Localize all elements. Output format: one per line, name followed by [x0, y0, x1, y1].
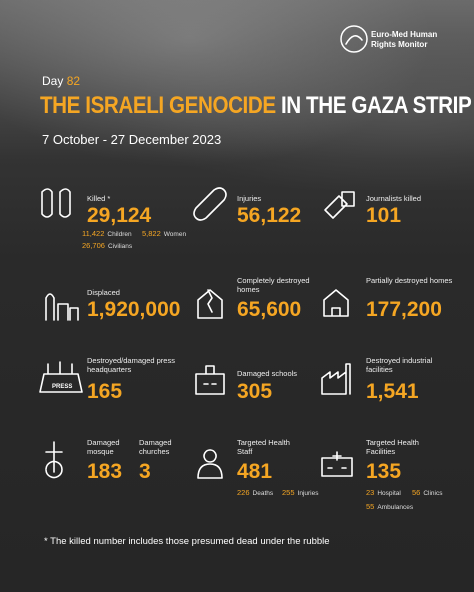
stat-label: Injuries	[237, 194, 262, 203]
day-label: Day	[42, 74, 64, 88]
detail-label: Women	[163, 231, 187, 238]
logo-mark	[340, 25, 368, 53]
icon-hospital	[321, 451, 353, 477]
stat-label: Destroyed/damaged press headquarters	[87, 356, 175, 374]
stat-value: 177,200	[366, 298, 442, 321]
stat-label: Partially destroyed homes	[366, 276, 453, 285]
day: Day 82	[42, 74, 80, 88]
detail-value: 11,422	[82, 229, 105, 238]
stat-detail: 55 Ambulances	[366, 502, 413, 511]
stat-value: 3	[139, 460, 151, 483]
stat-value: 305	[237, 380, 273, 403]
icon-health-staff	[197, 449, 223, 479]
stat-value: 1,541	[366, 380, 419, 403]
icon-press	[324, 191, 355, 219]
stat-label: Journalists killed	[366, 194, 422, 203]
stat-value: 65,600	[237, 298, 302, 321]
stat-value: 29,124	[87, 204, 152, 227]
stat-label: Destroyed industrial facilities	[366, 356, 433, 374]
icon-feet	[41, 188, 71, 218]
icon-displaced	[45, 293, 79, 321]
icon-press-hq: PRESS	[39, 361, 83, 393]
stat-detail: 26,706 Civilians	[82, 241, 132, 250]
stat-label: Killed *	[87, 194, 111, 203]
logo-text: Euro-Med Human Rights Monitor	[371, 30, 437, 50]
stat-value: 56,122	[237, 204, 302, 227]
detail-value: 55	[366, 502, 375, 511]
detail-value: 255	[282, 488, 295, 497]
stat-label: Targeted Health Facilities	[366, 438, 419, 456]
stat-detail: 226 Deaths	[237, 488, 273, 497]
icon-house	[323, 289, 349, 317]
icon-house-broken	[197, 289, 223, 319]
detail-label: Deaths	[252, 490, 274, 497]
stat-label: Completely destroyed homes	[237, 276, 310, 294]
stat-detail: 255 Injuries	[282, 488, 318, 497]
stat-value: 183	[87, 460, 123, 483]
icon-school	[195, 365, 225, 395]
detail-value: 226	[237, 488, 250, 497]
date-range: 7 October - 27 December 2023	[42, 132, 222, 147]
icon-mosque-cross	[45, 441, 63, 479]
stat-label: Displaced	[87, 288, 120, 297]
detail-label: Injuries	[297, 490, 319, 497]
icon-factory	[321, 363, 351, 395]
stat-detail: 56 Clinics	[412, 488, 443, 497]
background-photo	[0, 0, 474, 190]
title: THE ISRAELI GENOCIDE IN THE GAZA STRIP	[40, 92, 472, 120]
stat-value: 1,920,000	[87, 298, 181, 321]
stat-label: Damaged churches	[139, 438, 172, 456]
icon-bandage	[193, 187, 227, 221]
stat-detail: 11,422 Children	[82, 229, 132, 238]
detail-value: 5,822	[142, 229, 161, 238]
stat-value: 481	[237, 460, 273, 483]
detail-value: 23	[366, 488, 375, 497]
stat-label: Damaged mosque	[87, 438, 120, 456]
detail-value: 26,706	[82, 241, 105, 250]
stat-detail: 5,822 Women	[142, 229, 186, 238]
logo-mark	[345, 35, 363, 45]
logo-line: Rights Monitor	[371, 40, 428, 49]
stat-label: Targeted Health Staff	[237, 438, 290, 456]
stat-value: 135	[366, 460, 402, 483]
title-rest: IN THE GAZA STRIP	[280, 92, 472, 119]
stat-detail: 23 Hospital	[366, 488, 401, 497]
detail-label: Hospital	[377, 490, 401, 497]
title-highlight: THE ISRAELI GENOCIDE	[40, 92, 276, 119]
logo-line: Euro-Med Human	[371, 30, 438, 39]
detail-label: Civilians	[107, 243, 133, 250]
detail-label: Clinics	[423, 490, 443, 497]
stat-value: 165	[87, 380, 123, 403]
detail-value: 56	[412, 488, 421, 497]
footnote: * The killed number includes those presu…	[44, 536, 330, 547]
svg-text:PRESS: PRESS	[52, 384, 72, 390]
stat-label: Damaged schools	[237, 369, 298, 378]
stat-value: 101	[366, 204, 402, 227]
detail-label: Ambulances	[377, 504, 414, 511]
day-number: 82	[66, 74, 81, 88]
detail-label: Children	[107, 231, 132, 238]
